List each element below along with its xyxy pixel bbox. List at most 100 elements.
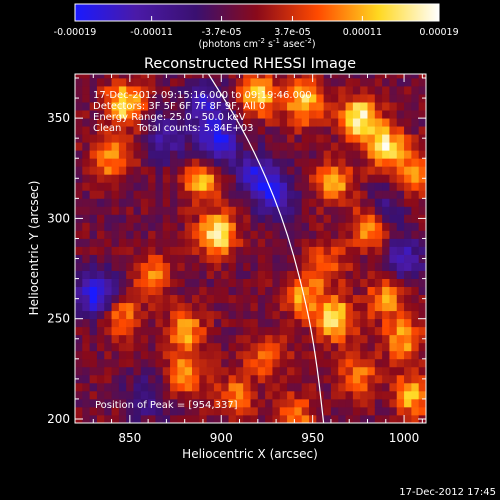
heatmap-cell [104, 286, 112, 296]
heatmap-cell [316, 198, 325, 207]
heatmap-cell [360, 142, 368, 151]
heatmap-cell [279, 414, 288, 423]
heatmap-cell [323, 262, 332, 271]
heatmap-cell [316, 190, 325, 199]
heatmap-cell [338, 326, 346, 336]
heatmap-cell [301, 222, 310, 231]
heatmap-cell [287, 222, 295, 231]
heatmap-cell [148, 198, 156, 207]
heatmap-cell [279, 246, 288, 255]
heatmap-cell [162, 182, 171, 191]
heatmap-cell [184, 318, 193, 328]
heatmap-cell [155, 74, 164, 79]
heatmap-cell [272, 294, 281, 304]
heatmap-cell [330, 342, 339, 352]
heatmap-cell [352, 414, 361, 423]
heatmap-cell [82, 150, 91, 159]
heatmap-cell [374, 398, 383, 408]
heatmap-cell [272, 374, 281, 384]
heatmap-cell [404, 286, 412, 296]
heatmap-cell [199, 126, 208, 135]
heatmap-cell [126, 286, 134, 296]
heatmap-cell [330, 254, 339, 263]
heatmap-cell [170, 110, 178, 119]
heatmap-cell [374, 222, 383, 231]
heatmap-cell [243, 102, 251, 111]
heatmap-cell [396, 78, 405, 87]
heatmap-cell [148, 406, 156, 416]
heatmap-cell [221, 374, 229, 384]
heatmap-cell [140, 350, 149, 360]
heatmap-cell [323, 182, 332, 191]
heatmap-cell [126, 110, 134, 119]
heatmap-cell [316, 206, 325, 215]
heatmap-cell [374, 158, 383, 167]
heatmap-cell [111, 74, 120, 79]
heatmap-cell [257, 382, 266, 392]
heatmap-cell [330, 326, 339, 336]
heatmap-cell [243, 166, 251, 175]
heatmap-cell [418, 278, 426, 288]
heatmap-cell [404, 134, 412, 143]
heatmap-cell [89, 182, 98, 191]
heatmap-cell [82, 310, 91, 320]
heatmap-cell [374, 390, 383, 400]
heatmap-cell [111, 294, 120, 304]
heatmap-cell [206, 102, 215, 111]
heatmap-cell [396, 366, 405, 376]
heatmap-cell [301, 102, 310, 111]
heatmap-cell [177, 262, 186, 271]
heatmap-cell [235, 182, 244, 191]
heatmap-cell [82, 86, 91, 95]
heatmap-cell [265, 94, 273, 103]
heatmap-cell [75, 182, 83, 191]
heatmap-cell [89, 198, 98, 207]
heatmap-cell [309, 134, 317, 143]
heatmap-cell [96, 230, 105, 239]
heatmap-cell [162, 390, 171, 400]
heatmap-cell [118, 182, 127, 191]
heatmap-cell [213, 278, 222, 288]
heatmap-cell [213, 102, 222, 111]
heatmap-cell [287, 94, 295, 103]
heatmap-cell [162, 350, 171, 360]
colorbar: -0.00019 -0.00011 -3.7e-05 3.7e-05 0.00011 0.… [54, 3, 459, 50]
heatmap-cell [345, 318, 354, 328]
heatmap-cell [96, 86, 105, 95]
heatmap-cell [96, 150, 105, 159]
heatmap-cell [126, 126, 134, 135]
heatmap-cell [418, 270, 426, 279]
heatmap-cell [96, 158, 105, 167]
heatmap-cell [213, 246, 222, 255]
heatmap-cell [287, 318, 295, 328]
heatmap-cell [257, 294, 266, 304]
heatmap-cell [148, 214, 156, 223]
heatmap-cell [287, 166, 295, 175]
heatmap-cell [338, 278, 346, 288]
heatmap-cell [352, 366, 361, 376]
heatmap-cell [272, 342, 281, 352]
heatmap-cell [338, 350, 346, 360]
heatmap-cell [184, 94, 193, 103]
heatmap-cell [104, 406, 112, 416]
heatmap-cell [382, 102, 390, 111]
heatmap-cell [235, 78, 244, 87]
heatmap-cell [140, 214, 149, 223]
heatmap-cell [309, 142, 317, 151]
heatmap-cell [294, 246, 303, 255]
heatmap-cell [199, 94, 208, 103]
heatmap-cell [177, 270, 186, 279]
heatmap-cell [155, 254, 164, 263]
heatmap-cell [411, 390, 420, 400]
heatmap-cell [257, 238, 266, 247]
heatmap-cell [243, 270, 251, 279]
heatmap-cell [250, 126, 259, 135]
heatmap-cell [287, 382, 295, 392]
heatmap-cell [287, 86, 295, 95]
heatmap-cell [272, 158, 281, 167]
heatmap-cell [382, 374, 390, 384]
heatmap-cell [111, 174, 120, 183]
heatmap-cell [192, 342, 200, 352]
heatmap-cell [374, 94, 383, 103]
heatmap-cell [162, 318, 171, 328]
